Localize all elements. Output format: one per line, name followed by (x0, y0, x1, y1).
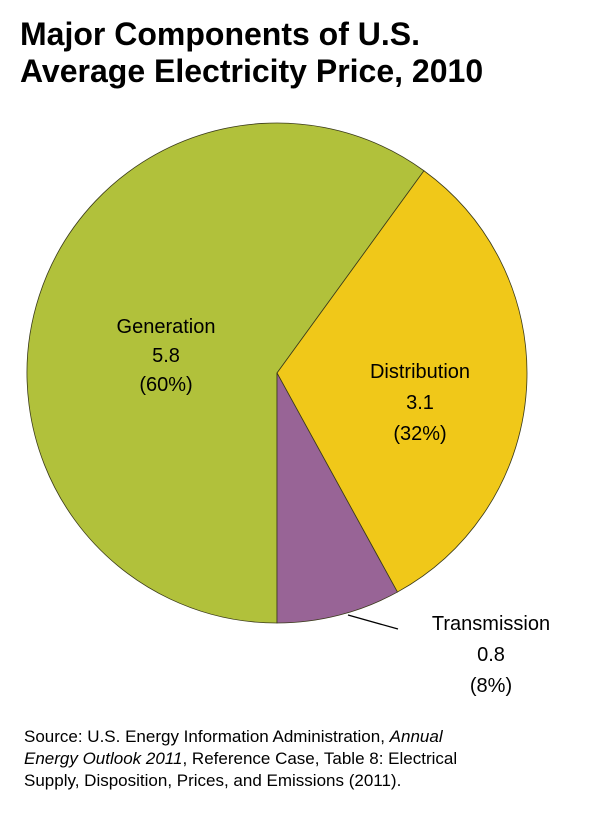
transmission-leader-line (347, 614, 399, 630)
source-line-1: Source: U.S. Energy Information Administ… (24, 726, 584, 748)
source-line-2-suffix: , Reference Case, Table 8: Electrical (182, 749, 458, 768)
pie-slice-distribution (276, 170, 528, 593)
chart-title-line-2: Average Electricity Price, 2010 (20, 53, 484, 89)
source-line-1-prefix: Source: U.S. Energy Information Administ… (24, 727, 390, 746)
generation-label-group: Generation 5.8 (60%) (117, 316, 216, 396)
transmission-label-group: Transmission 0.8 (8%) (432, 613, 550, 697)
pie-slice-transmission (276, 372, 398, 624)
distribution-percent: (32%) (393, 423, 446, 445)
distribution-label: Distribution (370, 361, 470, 383)
pie-slices (26, 122, 528, 624)
source-line-2: Energy Outlook 2011, Reference Case, Tab… (24, 748, 584, 770)
source-line-2-italic: Energy Outlook 2011 (24, 749, 183, 768)
distribution-label-group: Distribution 3.1 (32%) (370, 361, 470, 445)
chart-title: Major Components of U.S. Average Electri… (20, 16, 590, 90)
transmission-label: Transmission (432, 613, 550, 635)
source-line-3: Supply, Disposition, Prices, and Emissio… (24, 771, 402, 790)
pie-slice-generation (26, 122, 425, 624)
source-note: Source: U.S. Energy Information Administ… (24, 726, 584, 792)
chart-title-line-1: Major Components of U.S. (20, 16, 420, 52)
generation-percent: (60%) (139, 374, 192, 396)
generation-value: 5.8 (152, 345, 180, 367)
transmission-percent: (8%) (470, 675, 512, 697)
distribution-value: 3.1 (406, 392, 434, 414)
generation-label: Generation (117, 316, 216, 338)
source-line-1-italic: Annual (389, 727, 443, 746)
transmission-value: 0.8 (477, 644, 505, 666)
